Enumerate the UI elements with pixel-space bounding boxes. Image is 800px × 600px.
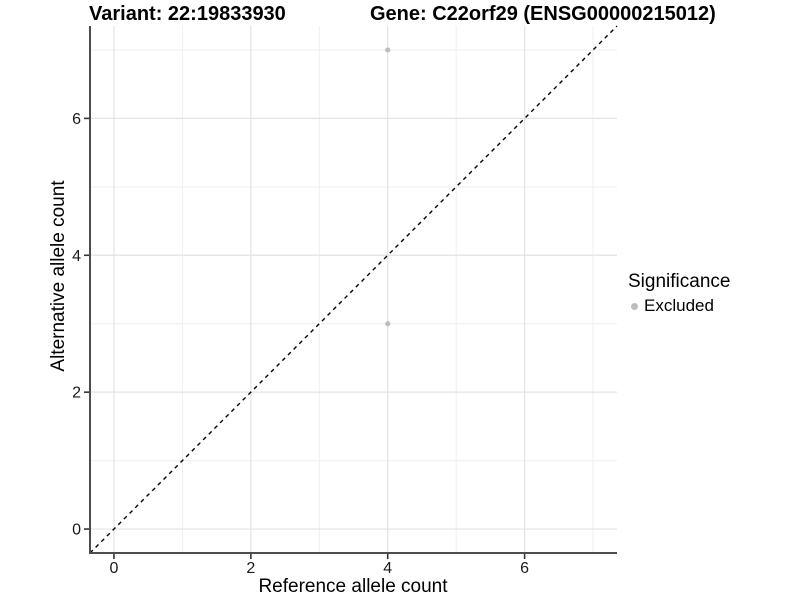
y-tick-label: 4 xyxy=(72,248,81,265)
legend-entry-excluded: Excluded xyxy=(628,296,730,316)
legend-entry-label: Excluded xyxy=(644,296,714,315)
legend: Significance Excluded xyxy=(628,271,730,316)
legend-point-icon xyxy=(631,302,638,310)
x-axis-title: Reference allele count xyxy=(258,576,448,597)
y-axis-title: Alternative allele count xyxy=(48,180,69,372)
gene-title: Gene: C22orf29 (ENSG00000215012) xyxy=(370,3,716,25)
x-tick-label: 2 xyxy=(246,560,255,577)
data-point xyxy=(385,321,391,327)
data-point xyxy=(385,47,391,53)
x-tick-label: 4 xyxy=(383,560,392,577)
x-tick-label: 0 xyxy=(110,560,119,577)
legend-title: Significance xyxy=(628,271,731,292)
y-tick-label: 2 xyxy=(72,385,81,402)
x-tick-label: 6 xyxy=(520,560,529,577)
variant-title: Variant: 22:19833930 xyxy=(89,3,286,25)
identity-line xyxy=(89,25,618,554)
y-tick-label: 6 xyxy=(72,111,81,128)
y-tick-label: 0 xyxy=(72,522,81,539)
